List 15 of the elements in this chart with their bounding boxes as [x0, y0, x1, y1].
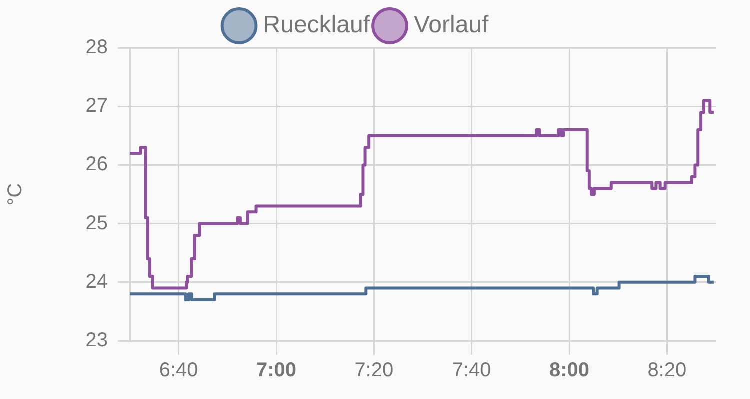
y-tick-label: 28	[86, 36, 108, 59]
x-tick-label: 7:20	[354, 360, 394, 382]
legend-label: Vorlauf	[414, 12, 490, 39]
y-tick-label: 24	[86, 270, 108, 293]
y-tick-label: 26	[86, 154, 108, 176]
y-axis-title: °C	[4, 183, 27, 206]
x-tick-label: 8:20	[648, 360, 687, 382]
x-tick-label: 7:00	[256, 360, 297, 382]
y-tick-label: 25	[86, 212, 108, 234]
y-tick-label: 23	[86, 330, 108, 352]
x-tick-label: 8:00	[549, 360, 590, 382]
legend-label: Ruecklauf	[263, 12, 370, 39]
x-tick-label: 7:40	[452, 360, 492, 382]
y-tick-label: 27	[86, 95, 108, 118]
x-tick-label: 6:40	[159, 360, 198, 382]
